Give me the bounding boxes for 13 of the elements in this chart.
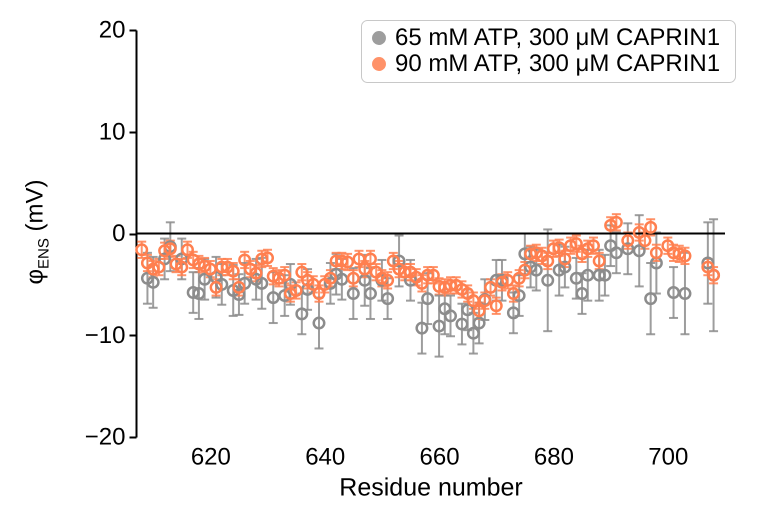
x-tick-label: 680: [534, 444, 574, 470]
x-tick-label: 620: [190, 444, 231, 470]
y-tick-label: −20: [84, 424, 126, 450]
y-tick-label: 10: [98, 118, 126, 146]
x-tick-label: 700: [648, 444, 688, 470]
legend-label: 90 mM ATP, 300 μM CAPRIN1: [395, 50, 720, 77]
y-tick-label: −10: [84, 322, 126, 349]
y-tick-label: 0: [112, 220, 126, 247]
x-tick-label: 660: [420, 444, 460, 470]
legend-label: 65 mM ATP, 300 μM CAPRIN1: [395, 24, 720, 51]
y-tick-label: 20: [98, 16, 126, 44]
x-axis-title: Residue number: [339, 474, 523, 502]
x-tick-label: 640: [305, 444, 346, 470]
